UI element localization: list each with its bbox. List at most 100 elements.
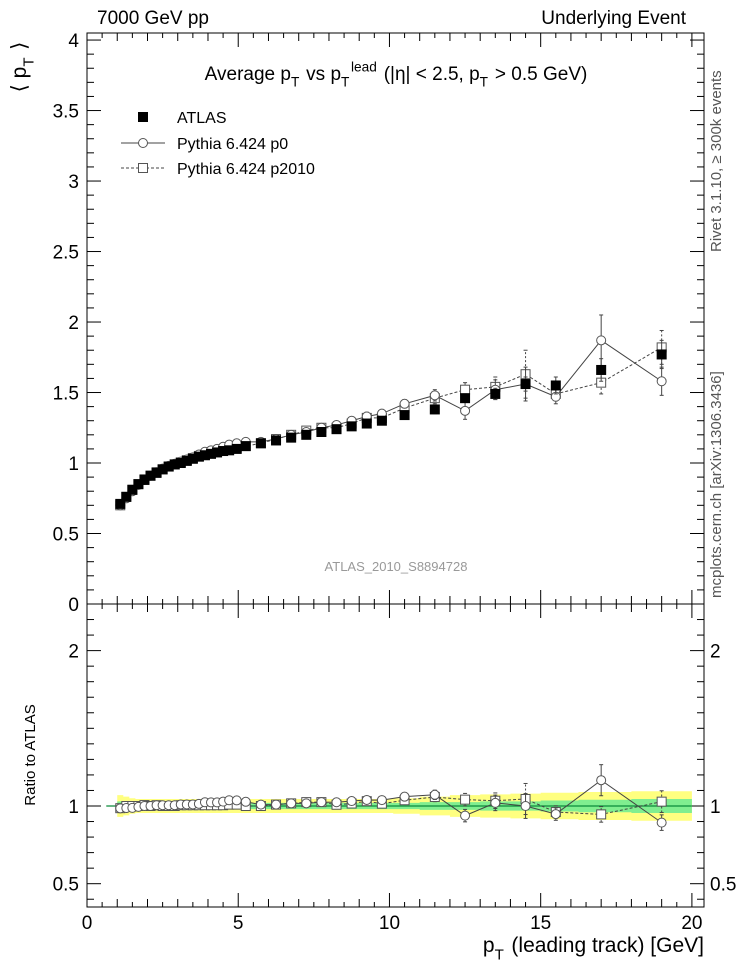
x-tick-label: 5 [233,913,244,934]
ratio-series-pythia-p0-point [429,789,440,800]
series-atlas-point [163,461,174,472]
ratio-series-pythia-p0-point [550,809,561,820]
series-atlas-point [376,415,387,426]
x-tick-label: 0 [82,913,93,934]
y-tick-label: 0 [68,595,79,616]
series-atlas-point [231,443,242,454]
series-atlas-point [133,479,144,490]
x-tick-label: 10 [379,913,400,934]
ratio-y-tick-label-right: 2 [710,642,721,663]
ratio-y-axis-label: Ratio to ATLAS [22,704,39,805]
series-pythia-p2010 [115,329,667,511]
series-atlas-point [121,491,132,502]
series-atlas-point [399,410,410,421]
header-left: 7000 GeV pp [97,8,209,29]
ratio-series-pythia-p0-point [361,794,372,805]
chart-title: Average pT vs pT lead (|η| < 2.5, pT > 0… [205,59,588,89]
legend-label: ATLAS [177,110,227,127]
y-tick-label: 2 [68,313,79,334]
series-atlas-point [199,450,210,461]
ratio-series-pythia-p0-point [346,796,357,807]
series-atlas-point [316,426,327,437]
series-atlas-point [286,432,297,443]
series-atlas-point [331,424,342,435]
series-atlas-point [490,388,501,399]
main-panel: 0 0.5 1 1.5 2 2.5 3 3.5 4 [53,31,705,616]
series-atlas-point [175,458,186,469]
main-panel-content: ATLAS_2010_S8894728 Average pT vs pT lead… [8,42,667,574]
series-pythia-p2010-point [460,384,471,395]
series-atlas [115,339,667,509]
legend-label: Pythia 6.424 p0 [177,136,288,153]
y-tick-label: 1.5 [53,384,79,405]
ratio-series-pythia-p0-point [656,817,667,828]
series-atlas-point [157,464,168,475]
ratio-series-pythia-p0-point [255,799,266,810]
series-atlas-point [255,438,266,449]
series-pythia-p0-point [460,405,471,416]
y-tick-label: 3 [68,172,79,193]
ratio-y-tick-label-right: 0.5 [710,875,736,896]
series-pythia-p0-point [429,390,440,401]
ratio-series-pythia-p0-point [596,775,607,786]
series-pythia-p0 [115,314,667,511]
x-tick-label: 15 [530,913,551,934]
legend: ATLAS Pythia 6.424 p0 Pythia 6.424 p2010 [121,110,315,178]
ratio-y-tick-label: 2 [68,642,79,663]
series-atlas-point [224,445,235,456]
series-pythia-p0-point [656,376,667,387]
analysis-watermark: ATLAS_2010_S8894728 [325,559,468,574]
x-axis-label: pT (leading track) [GeV] [483,934,704,963]
ratio-series-pythia-p0-point [301,798,312,809]
series-pythia-p0-point [596,335,607,346]
y-tick-label: 4 [68,31,79,52]
series-atlas-point [656,349,667,360]
series-atlas-point [181,455,192,466]
series-atlas-point [520,379,531,390]
ratio-series-pythia-p2010-point [460,794,471,805]
ratio-series-pythia-p0 [115,764,667,831]
legend-label: Pythia 6.424 p2010 [177,161,315,178]
series-atlas-point [193,451,204,462]
series-atlas-point [271,435,282,446]
series-atlas-point [212,447,223,458]
series-atlas-point [596,364,607,375]
series-pythia-p2010-line [119,346,662,506]
ratio-series-pythia-p0-point [376,795,387,806]
y-tick-label: 1 [68,454,79,475]
ratio-panel-content: Ratio to ATLAS [22,704,692,831]
ratio-y-tick-label-right: 1 [710,797,721,818]
ratio-series-pythia-p0-point [231,795,242,806]
legend-marker-p0 [138,138,148,148]
ratio-series-pythia-p0-point [331,797,342,808]
plot-labels: pT (leading track) [GeV] [483,934,704,963]
main-y-axis-label: ⟨ pT ⟩ [8,42,37,93]
series-atlas-point [240,441,251,452]
series-atlas-point [139,474,150,485]
ratio-series-pythia-p2010-point [656,796,667,807]
series-pythia-p0-point [399,398,410,409]
ratio-series-pythia-p0-point [316,797,327,808]
series-atlas-point [206,448,217,459]
ratio-series-pythia-p2010-point [596,809,607,820]
legend-marker-p2010 [138,163,148,173]
series-atlas-point [550,380,561,391]
series-atlas-point [151,467,162,478]
series-atlas-point [127,484,138,495]
ratio-series-pythia-p0-point [271,799,282,810]
series-atlas-point [429,404,440,415]
x-tick-label: 20 [681,913,702,934]
header-right: Underlying Event [541,8,686,29]
series-atlas-point [187,453,198,464]
y-tick-label: 3.5 [53,102,79,123]
series-atlas-point [169,459,180,470]
series-pythia-p0-line [119,339,662,506]
ratio-series-pythia-p0-point [520,801,531,811]
ratio-series-pythia-p0-point [286,798,297,809]
series-atlas-point [460,393,471,404]
legend-marker-atlas [138,112,148,122]
series-atlas-point [115,498,126,509]
ratio-y-tick-label: 0.5 [53,875,79,896]
ratio-series-pythia-p0-point [399,791,410,802]
